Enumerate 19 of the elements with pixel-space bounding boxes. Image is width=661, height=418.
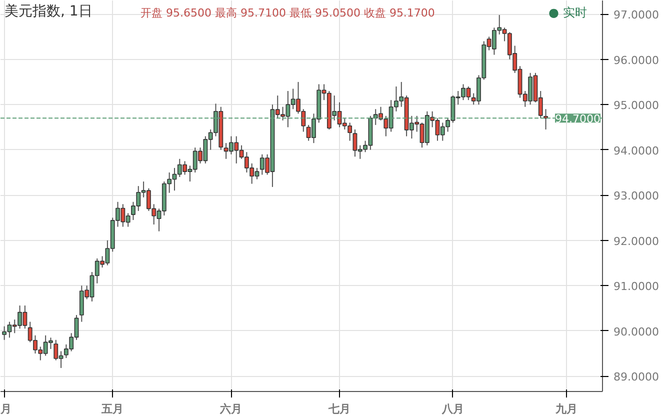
y-tick-label: 89.0000	[614, 370, 659, 384]
chart-title: 美元指数, 1日	[4, 4, 92, 20]
y-tick-label: 93.0000	[614, 190, 659, 203]
y-tick-label: 95.0000	[614, 99, 659, 112]
annotation: 开盘 95.6500 最高 95.7100 最低 95.0500 收盘 95.1700	[140, 6, 435, 20]
x-tick-label: 九月	[554, 402, 578, 416]
y-tick-label: 96.0000	[614, 54, 659, 67]
x-tick-label: 六月	[219, 402, 242, 416]
x-tick-label: 五月	[100, 402, 124, 416]
y-tick-label: 92.0000	[614, 234, 659, 248]
y-tick-label: 91.0000	[614, 280, 659, 294]
y-tick-label: 90.0000	[614, 325, 659, 338]
y-tick-label: 97.0000	[614, 8, 659, 22]
ref-line-label: 94.7000	[555, 112, 601, 126]
annotation: ● 实时	[548, 6, 587, 20]
y-tick-label: 94.0000	[614, 144, 659, 158]
x-tick-label: 八月	[440, 402, 464, 416]
x-tick-label: 月	[0, 402, 12, 416]
x-tick-label: 七月	[328, 402, 351, 416]
